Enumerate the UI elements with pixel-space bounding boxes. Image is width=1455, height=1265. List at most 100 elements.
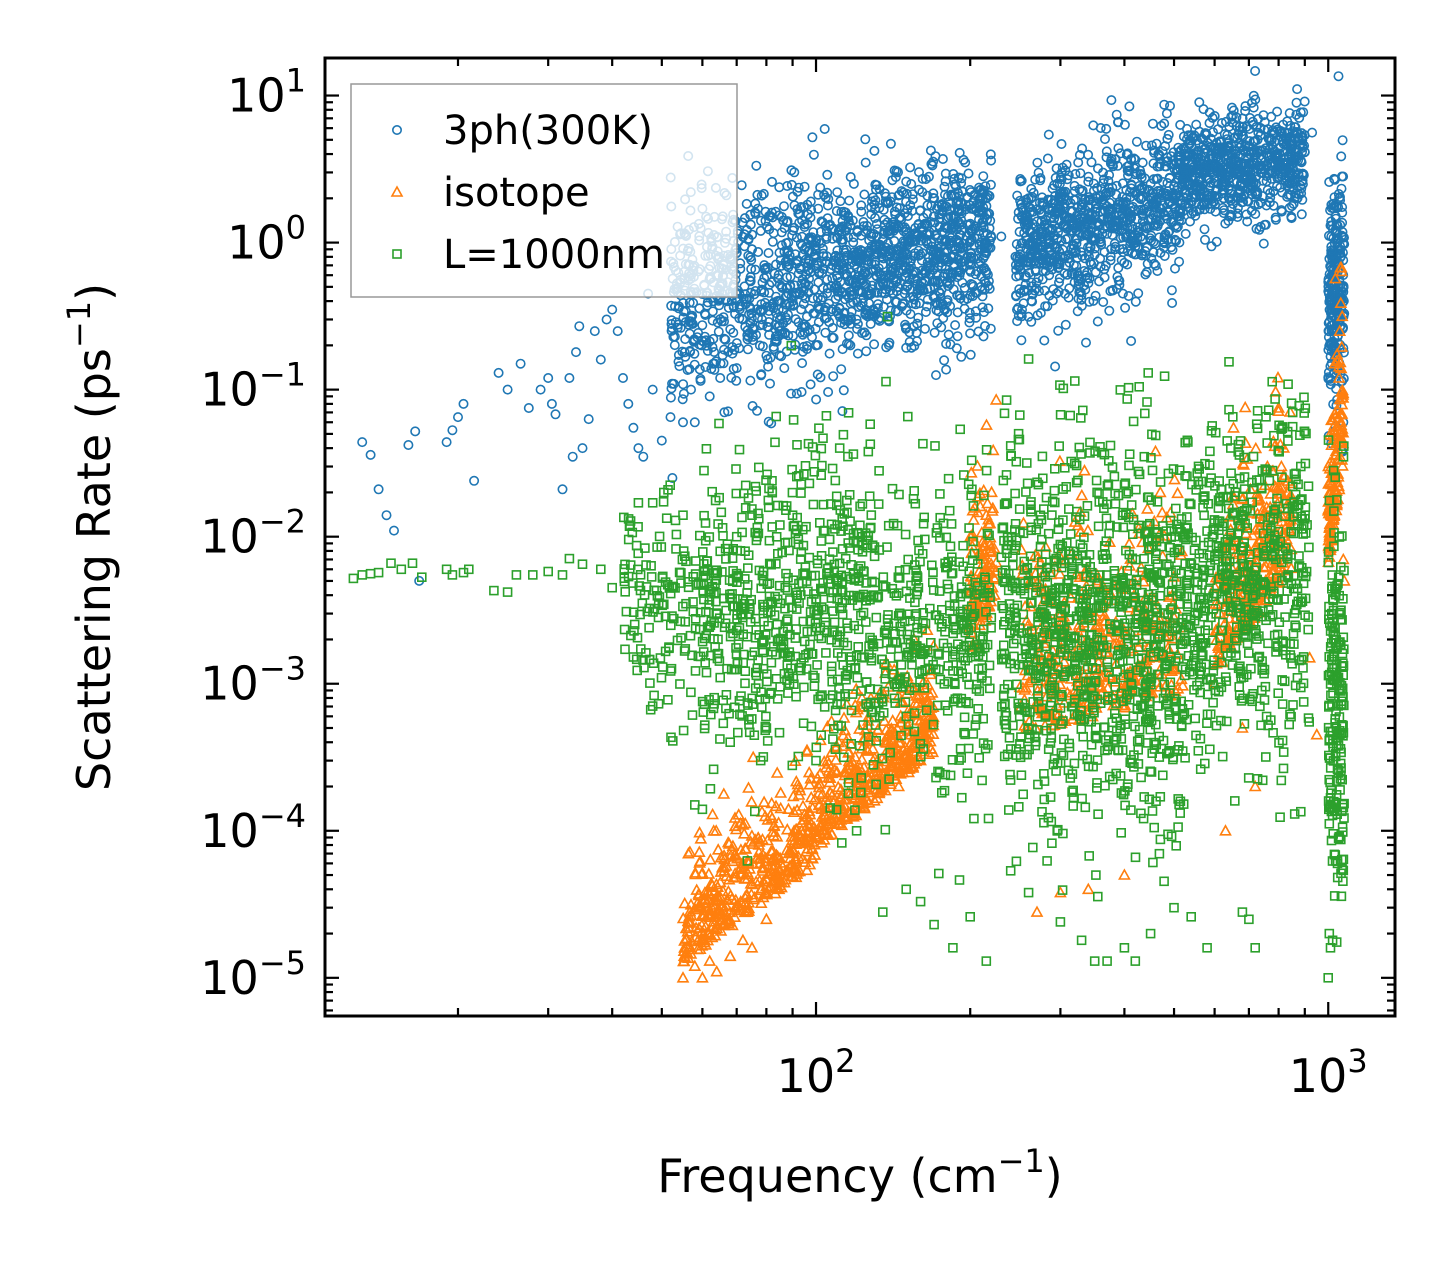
data-point-circle (822, 274, 833, 285)
data-point-circle (901, 305, 912, 316)
data-point-circle (1101, 123, 1112, 134)
data-point-circle (666, 325, 677, 336)
data-point-circle (951, 266, 962, 277)
data-point-circle (695, 373, 706, 384)
data-point-circle (801, 344, 812, 355)
data-point-circle (726, 372, 737, 383)
data-point-circle (1020, 272, 1031, 283)
data-point-circle (739, 281, 750, 292)
data-point-circle (1012, 190, 1023, 201)
data-point-circle (863, 298, 874, 309)
data-point-circle (984, 283, 995, 294)
data-point-circle (770, 331, 781, 342)
data-point-circle (757, 319, 768, 330)
data-point-circle (758, 188, 769, 199)
data-point-circle (958, 242, 969, 253)
data-point-circle (815, 226, 826, 237)
data-point-circle (684, 364, 695, 375)
data-point-circle (985, 149, 996, 160)
data-point-circle (1169, 164, 1180, 175)
data-point-circle (902, 211, 913, 222)
data-point-circle (678, 388, 689, 399)
data-point-circle (1103, 176, 1114, 187)
data-point-circle (879, 219, 890, 230)
data-point-circle (1141, 140, 1152, 151)
data-point-circle (927, 160, 938, 171)
data-point-circle (763, 361, 774, 372)
data-point-circle (1159, 118, 1170, 129)
data-point-circle (843, 330, 854, 341)
data-point-circle (768, 303, 779, 314)
data-point-circle (942, 254, 953, 265)
data-point-circle (668, 331, 679, 342)
data-point-circle (708, 333, 719, 344)
data-point-circle (1035, 207, 1046, 218)
data-point-circle (891, 202, 902, 213)
data-point-circle (861, 346, 872, 357)
data-point-circle (875, 269, 886, 280)
data-point-circle (1097, 194, 1108, 205)
data-point-circle (890, 172, 901, 183)
data-point-circle (897, 298, 908, 309)
data-point-circle (680, 316, 691, 327)
data-point-circle (1151, 214, 1162, 225)
data-point-circle (1011, 264, 1022, 275)
data-point-circle (959, 261, 970, 272)
data-point-circle (1020, 223, 1031, 234)
data-point-circle (836, 229, 847, 240)
data-point-circle (1037, 197, 1048, 208)
data-point-circle (941, 364, 952, 375)
data-point-circle (942, 221, 953, 232)
data-point-circle (958, 154, 969, 165)
data-point-circle (1088, 120, 1099, 131)
data-point-circle (866, 241, 877, 252)
data-point-circle (793, 208, 804, 219)
data-point-circle (1071, 238, 1082, 249)
data-point-circle (1016, 335, 1027, 346)
data-point-circle (1081, 337, 1092, 348)
data-point-circle (760, 215, 771, 226)
data-point-circle (1053, 325, 1064, 336)
data-point-circle (680, 334, 691, 345)
data-point-circle (907, 298, 918, 309)
data-point-circle (932, 233, 943, 244)
data-point-circle (976, 243, 987, 254)
data-point-circle (1160, 141, 1171, 152)
data-point-circle (742, 325, 753, 336)
data-point-circle (800, 269, 811, 280)
data-point-circle (1133, 241, 1144, 252)
data-point-circle (965, 328, 976, 339)
data-point-circle (796, 278, 807, 289)
data-point-circle (878, 253, 889, 264)
data-point-circle (956, 178, 967, 189)
data-series-layer (348, 66, 1351, 983)
data-point-circle (1094, 276, 1105, 287)
data-point-circle (731, 338, 742, 349)
data-point-circle (836, 364, 847, 375)
data-point-circle (830, 293, 841, 304)
data-point-circle (878, 229, 889, 240)
data-point-circle (1100, 134, 1111, 145)
data-point-circle (787, 191, 798, 202)
data-point-circle (1042, 153, 1053, 164)
data-point-circle (668, 378, 679, 389)
data-point-circle (1144, 221, 1155, 232)
data-point-circle (1154, 161, 1165, 172)
data-point-circle (930, 297, 941, 308)
data-point-circle (1157, 146, 1168, 157)
data-point-circle (1056, 174, 1067, 185)
data-point-circle (1084, 296, 1095, 307)
data-point-circle (1145, 178, 1156, 189)
data-point-circle (1114, 244, 1125, 255)
data-point-circle (1049, 209, 1060, 220)
data-point-circle (1088, 295, 1099, 306)
data-point-circle (891, 223, 902, 234)
data-point-circle (1060, 234, 1071, 245)
data-point-circle (880, 191, 891, 202)
data-point-circle (821, 288, 832, 299)
data-point-circle (1115, 148, 1126, 159)
data-point-circle (973, 214, 984, 225)
data-point-circle (906, 179, 917, 190)
data-point-circle (1100, 205, 1111, 216)
data-point-circle (1047, 295, 1058, 306)
